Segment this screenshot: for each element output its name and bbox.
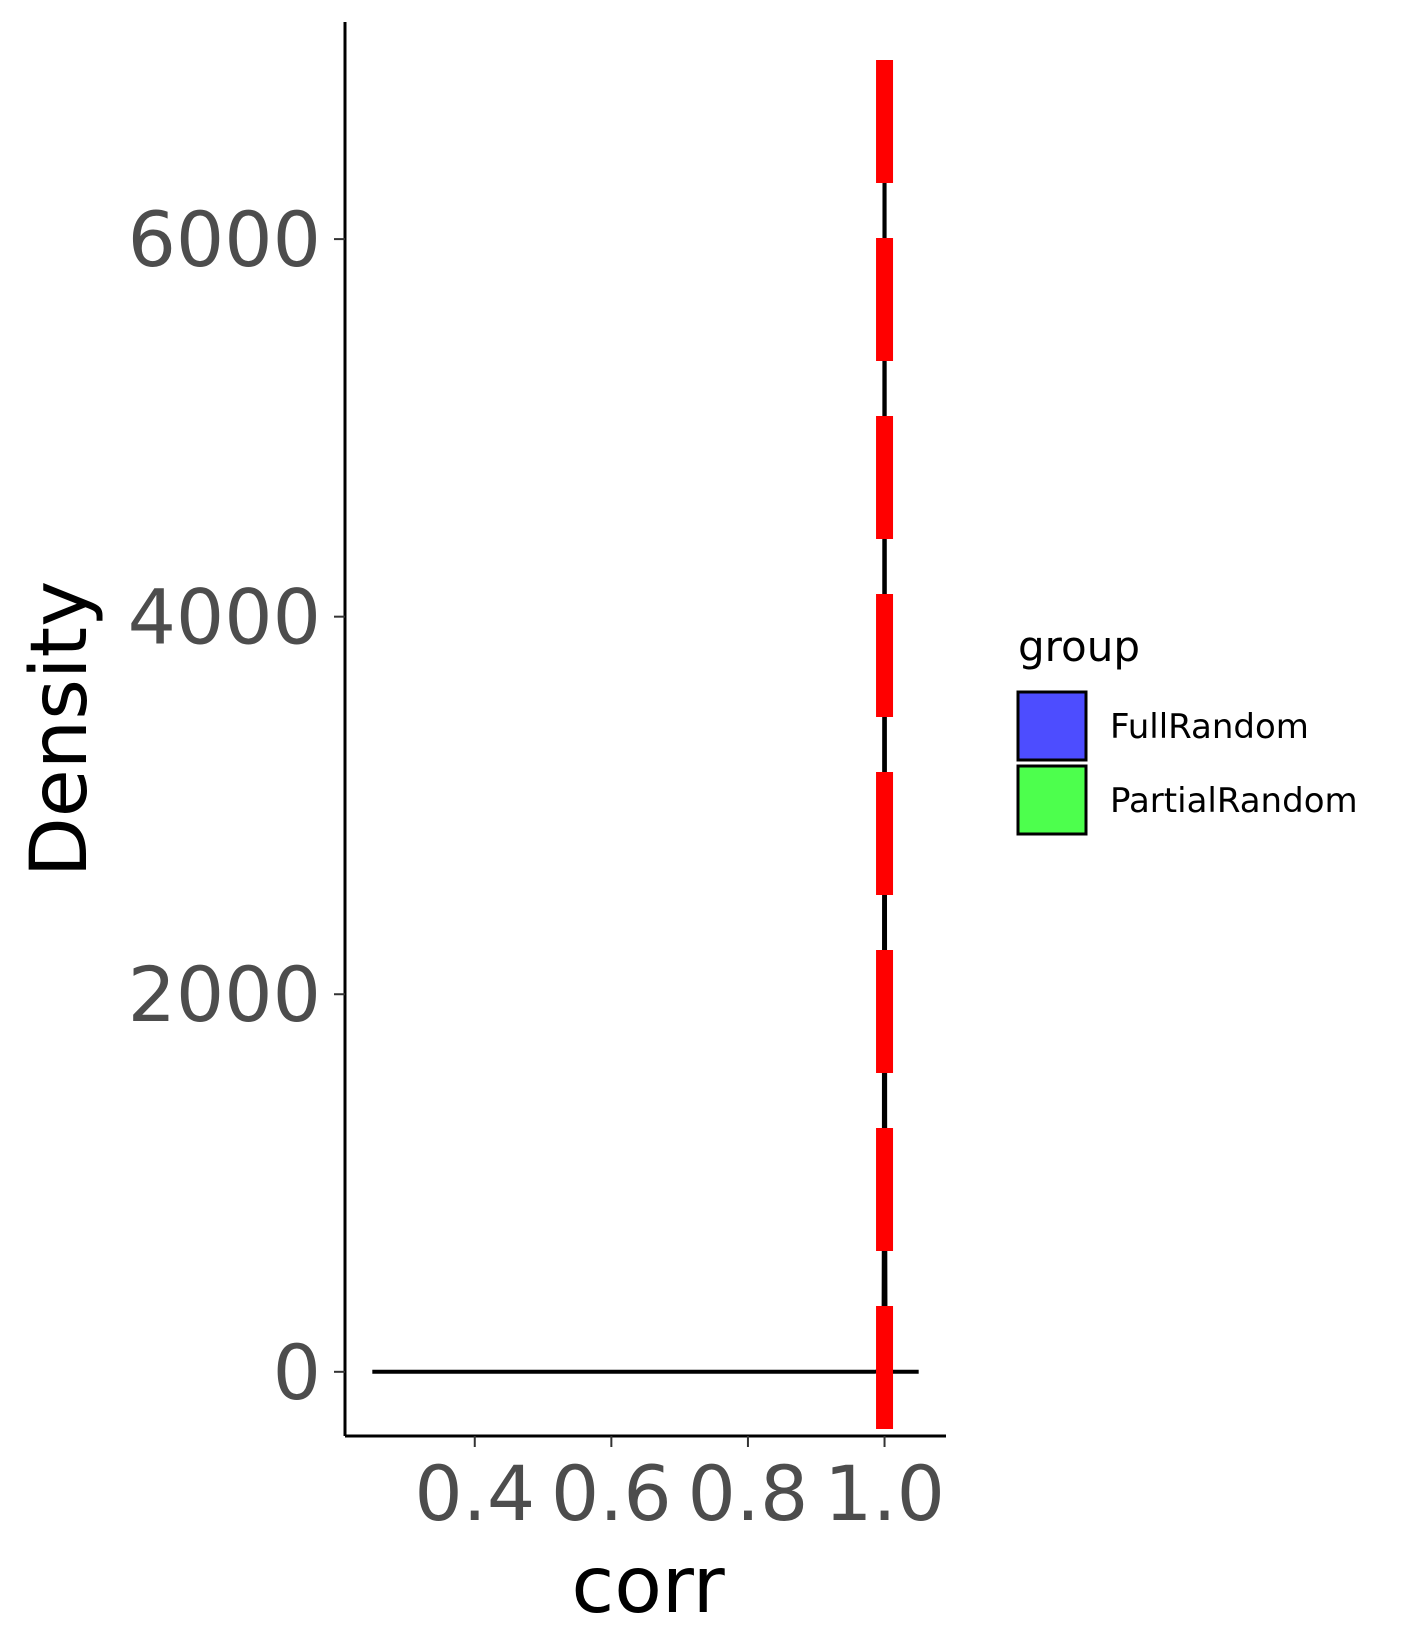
- legend-label: PartialRandom: [1110, 781, 1358, 821]
- legend-items: FullRandom PartialRandom: [1016, 690, 1358, 836]
- x-axis-ticks: 0.4 0.6 0.8 1.0: [414, 1436, 945, 1538]
- y-tick-label: 4000: [128, 573, 321, 662]
- legend-title: group: [1018, 622, 1140, 671]
- x-axis-title: corr: [571, 1541, 725, 1631]
- marks-layer: [372, 60, 919, 1436]
- y-tick-label: 2000: [128, 950, 321, 1039]
- legend-label: FullRandom: [1110, 707, 1309, 747]
- density-curve: [372, 86, 919, 1374]
- x-tick-label: 0.6: [551, 1449, 672, 1538]
- legend: group FullRandom PartialRandom: [1016, 622, 1358, 836]
- x-tick-label: 0.8: [688, 1449, 809, 1538]
- y-tick-label: 6000: [128, 195, 321, 284]
- legend-key: [1016, 690, 1088, 762]
- legend-key: [1016, 764, 1088, 836]
- x-tick-label: 1.0: [824, 1449, 945, 1538]
- y-axis-ticks: 0 2000 4000 6000: [128, 195, 345, 1417]
- x-tick-label: 0.4: [414, 1449, 535, 1538]
- y-axis-title: Density: [15, 581, 105, 878]
- y-tick-label: 0: [273, 1328, 321, 1417]
